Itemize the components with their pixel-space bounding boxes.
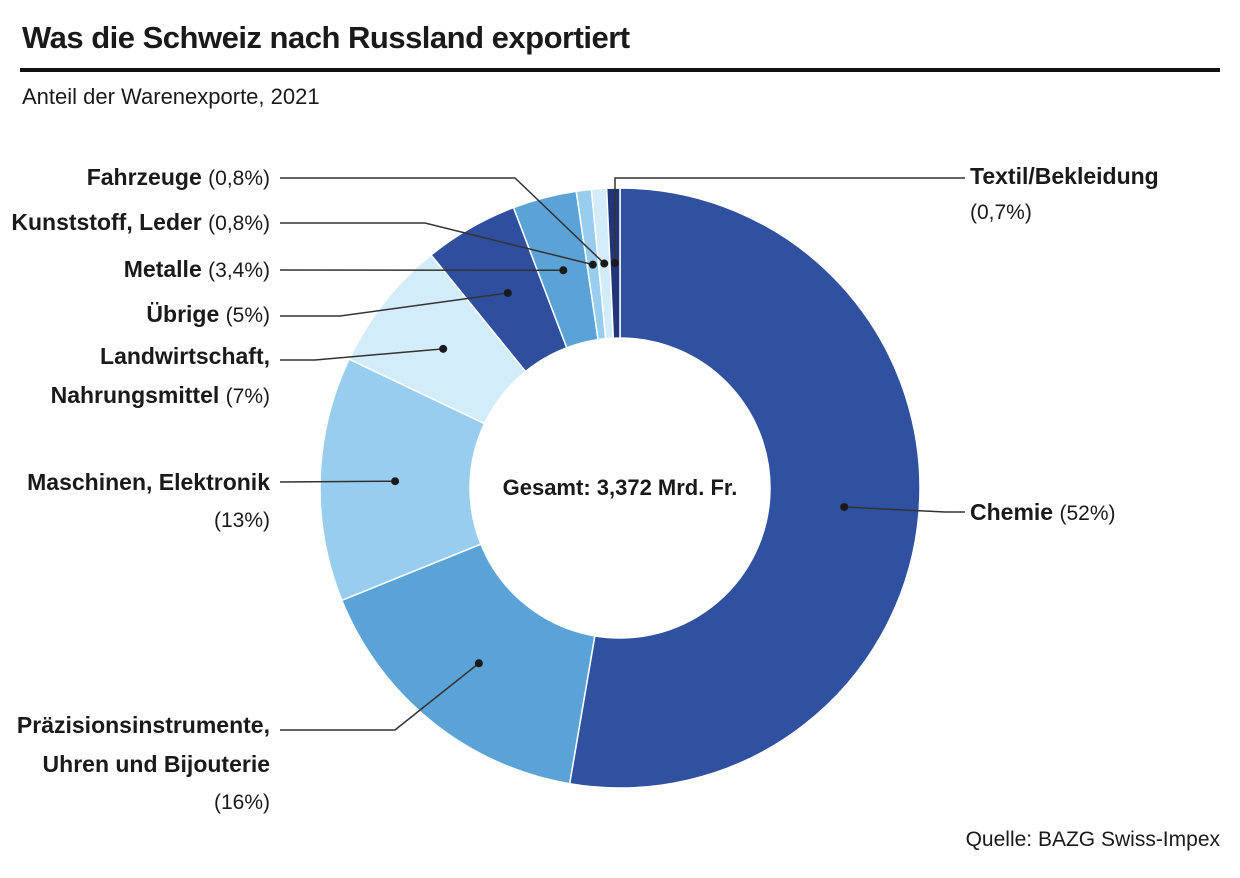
label-textil-value: (0,7%) xyxy=(970,201,1032,224)
chart-title: Was die Schweiz nach Russland exportiert xyxy=(22,20,630,55)
leader-line-6 xyxy=(280,222,594,266)
leader-line-2 xyxy=(279,480,396,483)
leader-dot-0 xyxy=(840,502,849,511)
leader-lines xyxy=(279,177,965,731)
label-textil-name: Textil/Bekleidung xyxy=(970,163,1159,189)
leader-dot-4 xyxy=(503,288,512,297)
label-uebrige-name: Übrige xyxy=(146,301,219,327)
slice-2 xyxy=(319,358,486,602)
center-total-label: Gesamt: 3,372 Mrd. Fr. xyxy=(503,475,738,500)
chart-source: Quelle: BAZG Swiss-Impex xyxy=(965,828,1220,851)
donut-slices xyxy=(319,187,921,789)
slice-1 xyxy=(340,543,596,785)
label-kunststoff-value: (0,8%) xyxy=(208,212,270,235)
leader-line-1 xyxy=(280,662,480,731)
leader-line-3 xyxy=(280,348,444,361)
label-chemie: Chemie (52%) xyxy=(970,499,1116,525)
label-chemie-name: Chemie xyxy=(970,499,1053,525)
label-metalle-value: (3,4%) xyxy=(208,259,270,282)
leader-line-7 xyxy=(280,177,605,265)
leader-dot-2 xyxy=(391,477,400,486)
label-maschinen-value: (13%) xyxy=(214,509,270,532)
label-landwirtschaft-line2: Nahrungsmittel (7%) xyxy=(51,382,270,408)
label-uebrige-value: (5%) xyxy=(226,304,270,327)
label-fahrzeuge-name: Fahrzeuge xyxy=(87,164,202,190)
leader-line-0 xyxy=(844,506,965,513)
leader-dot-6 xyxy=(588,260,597,269)
title-rule xyxy=(20,68,1220,72)
label-praezision-value: (16%) xyxy=(214,791,270,814)
label-maschinen-name: Maschinen, Elektronik xyxy=(27,469,270,495)
leader-dot-8 xyxy=(610,259,619,268)
label-landwirtschaft-value: (7%) xyxy=(226,385,270,408)
label-textil: Textil/Bekleidung xyxy=(970,163,1159,189)
chart-subtitle: Anteil der Warenexporte, 2021 xyxy=(22,84,320,109)
label-metalle-name: Metalle xyxy=(124,256,202,282)
label-kunststoff: Kunststoff, Leder (0,8%) xyxy=(11,209,270,235)
label-metalle: Metalle (3,4%) xyxy=(124,256,270,282)
slice-0 xyxy=(568,187,921,789)
leader-dot-7 xyxy=(600,259,609,268)
label-praezision-line1: Präzisionsinstrumente, xyxy=(17,712,270,738)
label-kunststoff-name: Kunststoff, Leder xyxy=(11,209,201,235)
label-landwirtschaft-name: Nahrungsmittel xyxy=(51,382,220,408)
label-chemie-value: (52%) xyxy=(1059,502,1115,525)
leader-dot-1 xyxy=(474,659,483,668)
leader-line-8 xyxy=(614,177,965,264)
leader-dot-5 xyxy=(559,266,568,275)
leader-line-4 xyxy=(280,292,508,317)
label-fahrzeuge-value: (0,8%) xyxy=(208,167,270,190)
leader-dot-3 xyxy=(439,344,448,353)
label-landwirtschaft-line1: Landwirtschaft, xyxy=(100,343,270,369)
label-fahrzeuge: Fahrzeuge (0,8%) xyxy=(87,164,270,190)
label-praezision-line2: Uhren und Bijouterie xyxy=(43,751,270,777)
label-uebrige: Übrige (5%) xyxy=(146,301,270,327)
